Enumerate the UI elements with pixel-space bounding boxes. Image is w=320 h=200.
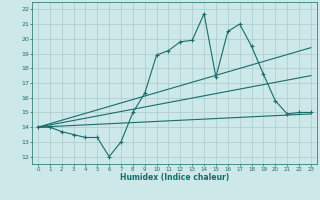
X-axis label: Humidex (Indice chaleur): Humidex (Indice chaleur)	[120, 173, 229, 182]
